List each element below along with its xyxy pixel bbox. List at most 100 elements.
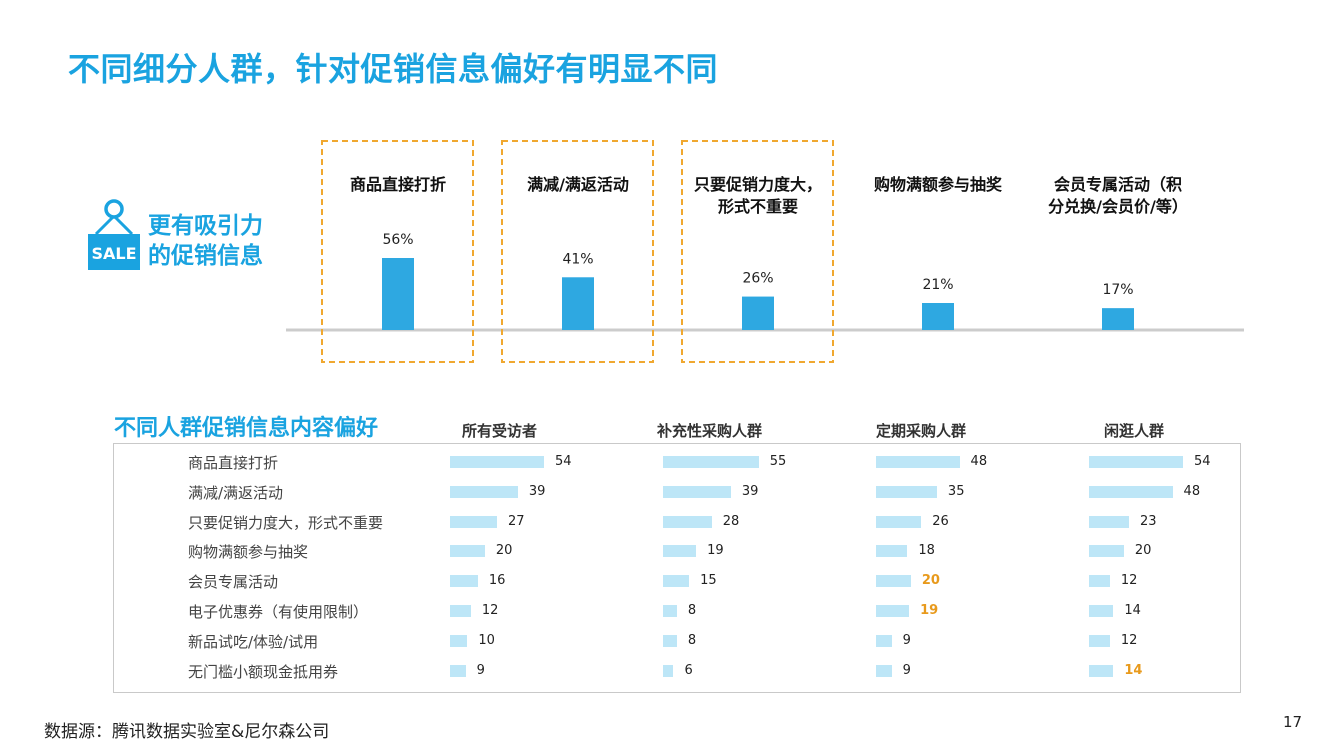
mini-bar-value: 35 <box>947 483 965 499</box>
mini-bar <box>450 515 497 528</box>
mini-bar <box>450 545 485 558</box>
mini-bar <box>1089 634 1110 647</box>
mini-bar <box>663 485 731 498</box>
top-category-label: 商品直接打折 <box>350 175 446 194</box>
mini-bar <box>876 456 960 468</box>
mini-bar-value: 8 <box>687 632 697 648</box>
top-bar-value: 17% <box>1102 282 1133 298</box>
mini-bar <box>450 456 544 468</box>
mini-bar <box>1089 485 1173 498</box>
mini-bar-value: 23 <box>1140 513 1157 529</box>
page-title: 不同细分人群，针对促销信息偏好有明显不同 <box>68 50 719 88</box>
top-bar-value: 41% <box>562 251 593 267</box>
top-bar <box>562 277 594 330</box>
top-bar <box>1102 308 1134 330</box>
highlight-box <box>681 140 834 363</box>
mini-bar-value: 26 <box>932 513 949 529</box>
preference-table-frame <box>113 443 1241 693</box>
mini-bar-value: 28 <box>722 513 740 529</box>
mini-bar-value: 14 <box>1124 603 1141 618</box>
top-category-label: 形式不重要 <box>718 197 798 216</box>
mini-bar-value: 48 <box>970 454 988 469</box>
column-header: 闲逛人群 <box>1104 422 1165 440</box>
mini-bar <box>663 456 759 468</box>
mini-bar <box>1089 456 1183 468</box>
row-label: 无门槛小额现金抵用券 <box>188 662 339 681</box>
mini-bar-value: 12 <box>1120 573 1138 589</box>
mini-bar-value: 15 <box>700 573 717 589</box>
mini-bar <box>450 575 478 588</box>
mini-bar-value: 48 <box>1183 483 1201 499</box>
top-bar <box>382 258 414 330</box>
mini-bar-value: 12 <box>481 603 499 618</box>
mini-bar-value: 54 <box>555 454 572 469</box>
page-number: 17 <box>1283 713 1303 731</box>
row-label: 购物满额参与抽奖 <box>188 543 309 562</box>
mini-bar-value: 9 <box>902 662 911 678</box>
mini-bar <box>663 545 697 558</box>
mini-bar <box>663 664 674 677</box>
mini-bar <box>876 485 937 498</box>
mini-bar-value: 8 <box>687 603 697 618</box>
mini-bar <box>1089 605 1114 617</box>
data-source: 数据源：腾讯数据实验室&尼尔森公司 <box>44 722 330 742</box>
row-label: 满减/满返活动 <box>188 483 284 502</box>
top-bar <box>742 296 774 330</box>
mini-bar <box>1089 575 1110 588</box>
mini-bar-value: 16 <box>488 573 506 589</box>
mini-bar <box>876 664 892 677</box>
mini-bar-value: 19 <box>707 543 724 559</box>
mini-bar-value: 9 <box>902 632 911 648</box>
mini-bar-value: 39 <box>741 483 759 499</box>
mini-bar <box>663 634 677 647</box>
top-bar-value: 26% <box>742 271 773 287</box>
top-bar-value: 56% <box>382 232 413 248</box>
column-header: 定期采购人群 <box>876 422 967 440</box>
mini-bar-value: 20 <box>921 573 940 589</box>
highlight-box <box>321 140 474 363</box>
mini-bar <box>663 515 712 528</box>
mini-bar-value: 6 <box>684 662 693 678</box>
top-category-label: 购物满额参与抽奖 <box>874 175 1003 194</box>
mini-bar <box>1089 664 1114 677</box>
mini-bar <box>450 605 471 617</box>
top-bar-value: 21% <box>922 277 953 293</box>
mini-bar <box>1089 545 1124 558</box>
row-label: 商品直接打折 <box>188 454 279 472</box>
mini-bar-value: 39 <box>528 483 546 499</box>
row-label: 新品试吃/体验/试用 <box>188 632 319 651</box>
mini-bar-value: 12 <box>1120 632 1138 648</box>
mini-bar-value: 55 <box>769 454 787 469</box>
row-label: 会员专属活动 <box>188 573 279 592</box>
top-category-label: 满减/满返活动 <box>527 175 629 194</box>
mini-bar <box>1089 515 1130 528</box>
mini-bar <box>663 605 677 617</box>
attract-line-1: 更有吸引力 <box>148 213 263 239</box>
sale-tag-text: SALE <box>91 244 136 263</box>
section-title: 不同人群促销信息内容偏好 <box>114 416 379 441</box>
mini-bar-value: 20 <box>1134 543 1152 559</box>
highlight-box <box>501 140 654 363</box>
top-category-label: 只要促销力度大， <box>694 175 822 194</box>
mini-bar-value: 27 <box>508 513 525 529</box>
mini-bar-value: 54 <box>1194 454 1211 469</box>
mini-bar <box>450 634 468 647</box>
mini-bar <box>876 605 910 617</box>
sale-tag-icon: SALE <box>88 199 140 270</box>
mini-bar-value: 10 <box>478 632 495 648</box>
mini-bar <box>450 485 518 498</box>
mini-bar <box>876 575 911 588</box>
mini-bar <box>876 545 908 558</box>
mini-bar-value: 9 <box>476 662 485 678</box>
mini-bar <box>876 634 892 647</box>
mini-bar-value: 20 <box>495 543 513 559</box>
attract-line-2: 的促销信息 <box>148 243 263 269</box>
top-bar-chart: 商品直接打折 56% 满减/满返活动 41% 只要促销力度大， 形式不重要 26% 购物满额参… <box>286 140 1244 363</box>
row-label: 电子优惠券（有使用限制） <box>188 603 369 621</box>
top-bar <box>922 303 954 330</box>
mini-bar <box>450 664 466 677</box>
column-header: 所有受访者 <box>462 422 538 440</box>
column-header: 补充性采购人群 <box>657 422 763 440</box>
row-label: 只要促销力度大，形式不重要 <box>188 513 384 532</box>
mini-bar-value: 19 <box>920 603 939 618</box>
